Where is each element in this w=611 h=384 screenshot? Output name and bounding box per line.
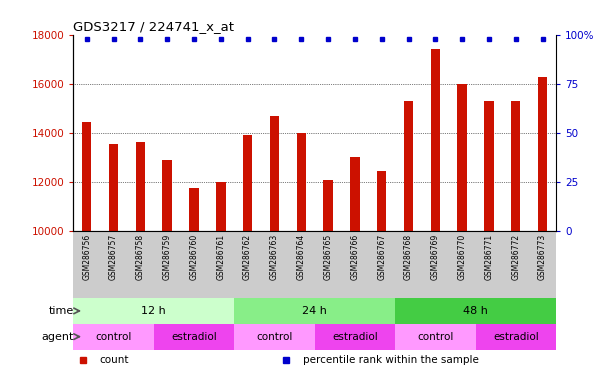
Bar bbox=[395, 324, 475, 349]
Text: count: count bbox=[100, 355, 130, 365]
Text: GSM286757: GSM286757 bbox=[109, 234, 118, 280]
Text: GSM286761: GSM286761 bbox=[216, 234, 225, 280]
Text: percentile rank within the sample: percentile rank within the sample bbox=[302, 355, 478, 365]
Text: GSM286773: GSM286773 bbox=[538, 234, 547, 280]
Text: estradiol: estradiol bbox=[493, 332, 539, 342]
Text: GDS3217 / 224741_x_at: GDS3217 / 224741_x_at bbox=[73, 20, 235, 33]
Bar bbox=[234, 298, 395, 324]
Bar bbox=[395, 298, 556, 324]
Text: GSM286758: GSM286758 bbox=[136, 234, 145, 280]
Bar bbox=[163, 160, 172, 384]
Bar bbox=[315, 324, 395, 349]
Text: agent: agent bbox=[41, 332, 73, 342]
Text: GSM286766: GSM286766 bbox=[350, 234, 359, 280]
Text: GSM286767: GSM286767 bbox=[377, 234, 386, 280]
Bar bbox=[73, 298, 234, 324]
Text: GSM286763: GSM286763 bbox=[270, 234, 279, 280]
Bar bbox=[511, 101, 521, 384]
Bar bbox=[189, 188, 199, 384]
Text: time: time bbox=[48, 306, 73, 316]
Text: GSM286764: GSM286764 bbox=[297, 234, 306, 280]
Bar bbox=[485, 101, 494, 384]
Text: control: control bbox=[256, 332, 293, 342]
Text: GSM286768: GSM286768 bbox=[404, 234, 413, 280]
Bar bbox=[154, 324, 234, 349]
Text: 48 h: 48 h bbox=[463, 306, 488, 316]
Bar bbox=[136, 142, 145, 384]
Text: control: control bbox=[95, 332, 132, 342]
Text: GSM286765: GSM286765 bbox=[324, 234, 332, 280]
Text: GSM286759: GSM286759 bbox=[163, 234, 172, 280]
Text: GSM286760: GSM286760 bbox=[189, 234, 199, 280]
Bar bbox=[243, 135, 252, 384]
Text: GSM286772: GSM286772 bbox=[511, 234, 521, 280]
Text: GSM286756: GSM286756 bbox=[82, 234, 91, 280]
Text: estradiol: estradiol bbox=[171, 332, 217, 342]
Bar bbox=[269, 116, 279, 384]
Bar bbox=[404, 101, 413, 384]
Bar bbox=[377, 171, 386, 384]
Bar bbox=[216, 182, 225, 384]
Bar bbox=[109, 144, 119, 384]
Bar bbox=[431, 49, 440, 384]
Bar bbox=[73, 324, 154, 349]
Text: GSM286771: GSM286771 bbox=[485, 234, 494, 280]
Bar bbox=[234, 324, 315, 349]
Bar bbox=[296, 132, 306, 384]
Text: 12 h: 12 h bbox=[141, 306, 166, 316]
Bar bbox=[538, 77, 547, 384]
Bar bbox=[323, 180, 333, 384]
Text: GSM286769: GSM286769 bbox=[431, 234, 440, 280]
Text: GSM286762: GSM286762 bbox=[243, 234, 252, 280]
Text: estradiol: estradiol bbox=[332, 332, 378, 342]
Bar bbox=[82, 122, 92, 384]
Bar bbox=[458, 84, 467, 384]
Text: control: control bbox=[417, 332, 453, 342]
Bar bbox=[350, 157, 360, 384]
Text: 24 h: 24 h bbox=[302, 306, 327, 316]
Text: GSM286770: GSM286770 bbox=[458, 234, 467, 280]
Bar bbox=[475, 324, 556, 349]
